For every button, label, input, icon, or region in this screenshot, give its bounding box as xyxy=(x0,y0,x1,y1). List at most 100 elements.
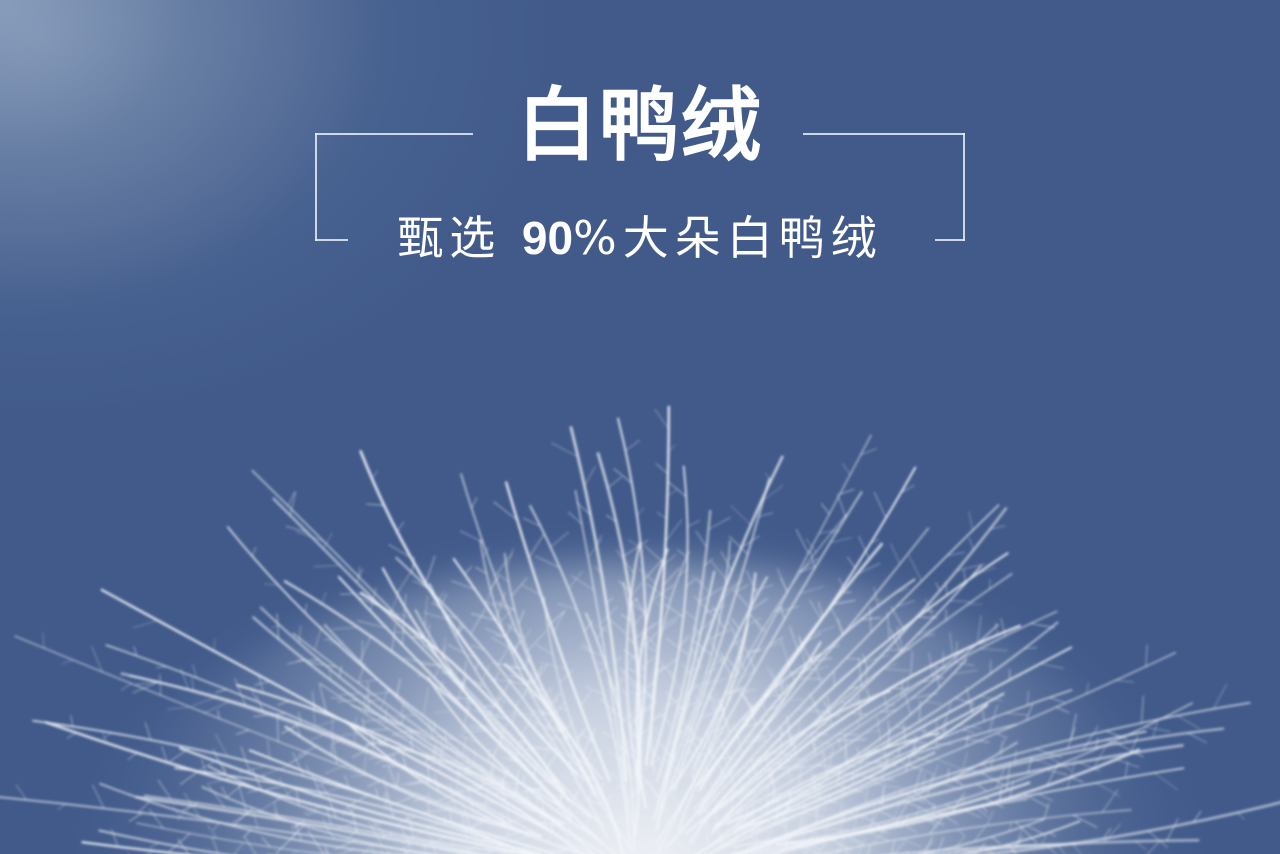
down-barb xyxy=(839,801,843,816)
down-barb xyxy=(910,755,933,763)
down-barb xyxy=(742,821,746,835)
down-barb xyxy=(467,788,483,792)
down-barb xyxy=(543,753,557,777)
duck-down-image xyxy=(0,405,1280,854)
down-barb xyxy=(630,745,639,756)
down-strand xyxy=(635,548,669,809)
down-barb xyxy=(192,664,198,679)
down-barb xyxy=(661,804,672,827)
down-barb xyxy=(391,734,414,739)
down-barb xyxy=(1027,690,1029,706)
down-barb xyxy=(720,766,724,790)
down-barb xyxy=(439,680,444,696)
down-barb xyxy=(464,566,472,575)
down-barb xyxy=(764,473,772,480)
down-barb xyxy=(962,738,990,743)
down-barb xyxy=(836,844,844,854)
down-barb xyxy=(990,758,994,769)
down-barb xyxy=(477,818,493,820)
down-barb xyxy=(396,772,399,789)
down-barb xyxy=(471,645,485,650)
down-barb xyxy=(390,795,415,806)
down-strand xyxy=(691,513,848,780)
down-barb xyxy=(665,691,686,711)
down-barb xyxy=(530,710,560,718)
down-barb xyxy=(746,839,751,854)
down-barb xyxy=(494,831,523,840)
down-barb xyxy=(586,817,589,830)
down-barb xyxy=(1041,832,1048,846)
down-barb xyxy=(547,611,565,627)
down-barb xyxy=(407,780,423,786)
down-barb xyxy=(644,545,665,564)
down-barb xyxy=(416,674,426,678)
down-barb xyxy=(962,729,975,733)
down-barb xyxy=(15,784,27,801)
down-barb xyxy=(226,782,245,798)
down-barb xyxy=(306,661,337,668)
down-barb xyxy=(484,709,491,719)
down-strand xyxy=(143,794,486,854)
down-barb xyxy=(1102,827,1112,840)
down-barb xyxy=(779,725,784,736)
down-barb xyxy=(367,780,381,787)
down-barb xyxy=(481,599,496,607)
down-barb xyxy=(424,721,430,741)
down-barb xyxy=(755,822,759,844)
down-barb xyxy=(769,770,771,784)
down-barb xyxy=(564,772,588,780)
down-barb xyxy=(291,850,298,854)
down-barb xyxy=(679,635,690,648)
down-barb xyxy=(638,568,657,584)
down-barb xyxy=(582,734,596,744)
down-barb xyxy=(780,678,784,695)
down-barb xyxy=(670,793,685,816)
down-barb xyxy=(405,850,411,854)
down-barb xyxy=(410,740,414,752)
down-barb xyxy=(558,793,564,803)
down-barb xyxy=(254,681,271,686)
down-barb xyxy=(971,703,974,716)
down-barb xyxy=(538,734,568,742)
down-barb xyxy=(620,668,638,687)
down-barb xyxy=(856,746,859,759)
down-barb xyxy=(978,843,986,851)
down-barb xyxy=(580,690,592,707)
down-barb xyxy=(699,586,724,603)
down-barb xyxy=(370,587,377,612)
down-barb xyxy=(932,803,935,817)
down-barb xyxy=(435,736,456,740)
down-barb xyxy=(730,628,742,655)
down-barb xyxy=(609,717,617,725)
down-strand xyxy=(14,635,516,831)
down-barb xyxy=(459,530,484,543)
down-barb xyxy=(525,748,534,753)
down-barb xyxy=(1085,682,1089,695)
down-barb xyxy=(732,846,738,854)
down-barb xyxy=(256,695,265,714)
down-barb xyxy=(703,785,709,795)
down-barb xyxy=(628,714,638,721)
down-barb xyxy=(926,819,938,828)
down-barb xyxy=(214,733,229,757)
down-barb xyxy=(890,841,896,854)
down-barb xyxy=(137,801,150,814)
down-barb xyxy=(961,796,966,806)
down-barb xyxy=(945,609,947,621)
down-barb xyxy=(809,626,835,636)
down-barb xyxy=(278,777,291,799)
down-barb xyxy=(651,712,666,721)
down-barb xyxy=(497,573,510,583)
down-barb xyxy=(770,762,781,765)
down-barb xyxy=(655,658,677,676)
down-barb xyxy=(1014,835,1023,846)
down-barb xyxy=(844,734,848,763)
down-barb xyxy=(816,843,827,854)
down-barb xyxy=(775,690,785,707)
down-barb xyxy=(700,804,708,817)
down-barb xyxy=(895,587,909,593)
down-barb xyxy=(429,747,455,754)
down-strand xyxy=(252,616,563,826)
down-barb xyxy=(746,617,761,627)
down-barb xyxy=(722,581,740,595)
